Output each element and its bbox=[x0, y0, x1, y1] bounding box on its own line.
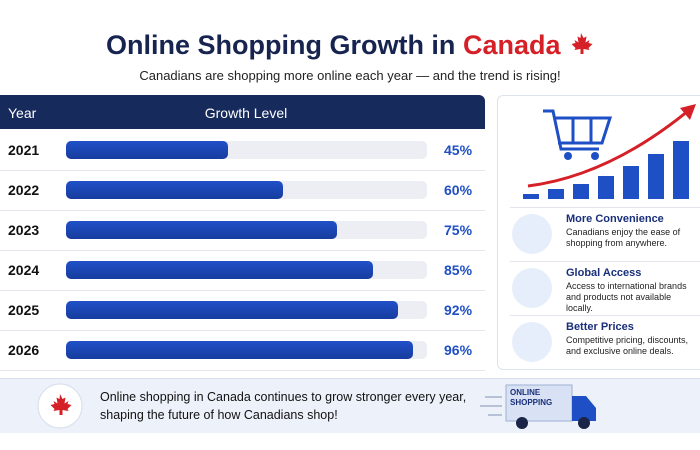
feature-text: Access to international brands and produ… bbox=[566, 281, 687, 313]
column-header: Growth Level bbox=[204, 105, 288, 121]
year-label: 2023 bbox=[8, 222, 40, 238]
table-row: 2023 75% bbox=[0, 210, 485, 251]
bar bbox=[66, 141, 229, 159]
title-highlight: Canada bbox=[462, 30, 561, 60]
feature-icon bbox=[512, 322, 552, 362]
year-label: 2024 bbox=[8, 262, 40, 278]
bar bbox=[66, 301, 399, 319]
bar-track bbox=[66, 141, 427, 159]
feature-title: Global Access bbox=[566, 267, 642, 279]
side-panel bbox=[497, 95, 700, 370]
subtitle: Canadians are shopping more online each … bbox=[139, 68, 561, 83]
footer-badge bbox=[37, 383, 83, 429]
column-header: Year bbox=[8, 105, 37, 121]
bar-track bbox=[66, 221, 427, 239]
bar bbox=[66, 261, 373, 279]
table-header: Year Growth Level bbox=[0, 95, 485, 129]
footer-text: Online shopping in Canada continues to g… bbox=[100, 390, 467, 422]
feature-icon bbox=[512, 214, 552, 254]
bar bbox=[66, 221, 337, 239]
bar bbox=[66, 341, 413, 359]
growth-illustration bbox=[523, 104, 696, 199]
feature-text: Competitive pricing, discounts, and excl… bbox=[566, 335, 689, 356]
maple-leaf bbox=[571, 33, 593, 54]
table-row: 2024 85% bbox=[0, 250, 485, 291]
truck: ONLINE SHOPPING bbox=[480, 384, 596, 429]
value-label: 96% bbox=[444, 342, 473, 358]
year-label: 2021 bbox=[8, 142, 40, 158]
table-row: 2025 92% bbox=[0, 290, 485, 331]
table-row: 2026 96% bbox=[0, 330, 485, 371]
feature: Better Prices Competitive pricing, discou… bbox=[510, 315, 700, 368]
title: Online Shopping Growth in Canada bbox=[0, 30, 700, 61]
value-label: 75% bbox=[444, 222, 473, 238]
truck-label: ONLINE SHOPPING bbox=[510, 388, 553, 407]
feature: More Convenience Canadians enjoy the ease… bbox=[510, 207, 700, 260]
value-label: 85% bbox=[444, 262, 473, 278]
title-text: Online Shopping Growth in bbox=[105, 30, 456, 60]
year-label: 2022 bbox=[8, 182, 40, 198]
bar-track bbox=[66, 181, 427, 199]
feature-title: More Convenience bbox=[566, 213, 664, 225]
value-label: 92% bbox=[444, 302, 473, 318]
table-row: 2022 60% bbox=[0, 170, 485, 211]
bar-track bbox=[66, 301, 427, 319]
year-label: 2025 bbox=[8, 302, 40, 318]
feature: Global Access Access to international bra… bbox=[510, 261, 700, 314]
feature-title: Better Prices bbox=[566, 321, 634, 333]
table-row: 2021 45% bbox=[0, 130, 485, 171]
feature-icon bbox=[512, 268, 552, 308]
value-label: 60% bbox=[444, 182, 473, 198]
value-label: 45% bbox=[444, 142, 473, 158]
bar bbox=[66, 181, 283, 199]
year-label: 2026 bbox=[8, 342, 40, 358]
bar-track bbox=[66, 341, 427, 359]
bar-track bbox=[66, 261, 427, 279]
feature-text: Canadians enjoy the ease of shopping fro… bbox=[566, 227, 681, 248]
